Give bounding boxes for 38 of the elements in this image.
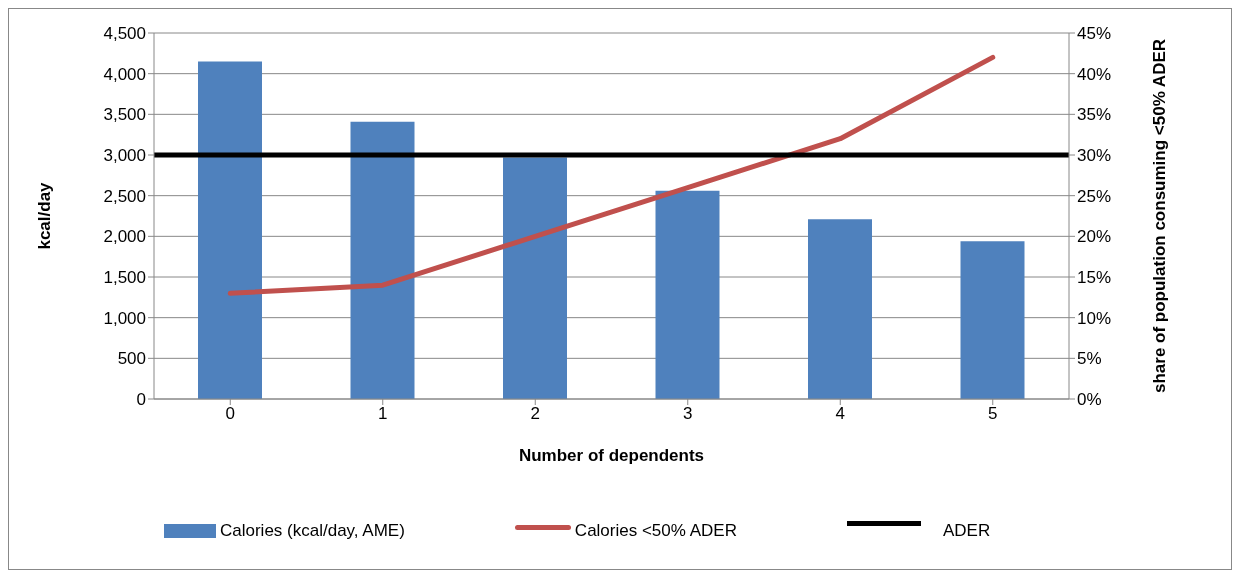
y-axis-title: kcal/day <box>35 181 55 250</box>
bar <box>808 219 872 399</box>
x-tick-label: 1 <box>378 404 388 424</box>
bar <box>655 190 720 399</box>
bar <box>350 121 415 399</box>
legend-label: Calories <50% ADER <box>574 521 737 541</box>
y2-tick-label: 15% <box>1077 268 1112 288</box>
legend-label: ADER <box>942 521 991 541</box>
y-tick-label: 500 <box>117 349 146 369</box>
y2-tick-label: 40% <box>1077 64 1112 84</box>
y-tick-label: 2,000 <box>103 227 146 247</box>
y-tick-label: 1,500 <box>103 268 146 288</box>
y2-tick-label: 20% <box>1077 227 1112 247</box>
legend-label: Calories (kcal/day, AME) <box>220 521 405 541</box>
y2-tick-label: 35% <box>1077 105 1112 125</box>
x-axis-title: Number of dependents <box>518 446 705 465</box>
x-tick-label: 4 <box>835 404 845 424</box>
y2-tick-label: 45% <box>1077 24 1112 44</box>
bar <box>198 61 262 399</box>
bar <box>503 157 567 399</box>
x-tick-label: 2 <box>530 404 540 424</box>
y2-tick-label: 0% <box>1077 390 1102 410</box>
y2-tick-label: 25% <box>1077 186 1112 206</box>
y-tick-label: 4,000 <box>103 64 146 84</box>
y2-axis-title: share of population consuming <50% ADER <box>1150 38 1170 394</box>
y-tick-label: 4,500 <box>103 24 146 44</box>
y-tick-label: 3,500 <box>103 105 146 125</box>
x-tick-label: 3 <box>683 404 693 424</box>
x-tick-label: 5 <box>988 404 998 424</box>
x-tick-label: 0 <box>225 404 235 424</box>
y-tick-label: 2,500 <box>103 186 146 206</box>
y-tick-label: 1,000 <box>103 308 146 328</box>
y-tick-label: 0 <box>136 390 146 410</box>
y2-tick-label: 5% <box>1077 349 1102 369</box>
y2-tick-label: 10% <box>1077 308 1112 328</box>
bar <box>960 241 1025 399</box>
y2-tick-label: 30% <box>1077 146 1112 166</box>
y-tick-label: 3,000 <box>103 146 146 166</box>
